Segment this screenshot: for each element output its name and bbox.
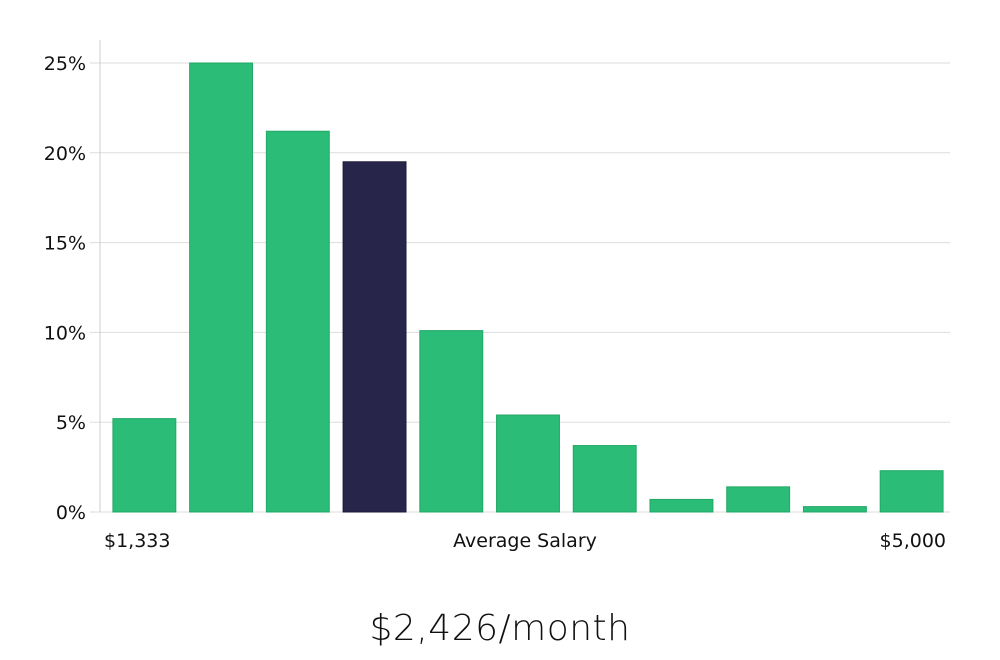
x-axis-start-label: $1,333 <box>104 530 170 552</box>
bar <box>572 445 637 513</box>
bar <box>649 498 714 513</box>
y-tick-label: 25% <box>44 53 86 75</box>
average-salary-value: $2,426/month <box>369 608 631 649</box>
y-tick-label: 5% <box>56 412 86 434</box>
y-tick-label: 0% <box>56 502 86 524</box>
bar <box>802 506 867 513</box>
salary-distribution-chart: 0% 5% 10% 15% 20% 25% $1,333 Average Salary $… <box>44 40 950 552</box>
bar <box>726 486 791 513</box>
y-tick-label: 20% <box>44 143 86 165</box>
bar <box>419 330 484 513</box>
bar <box>496 414 560 513</box>
x-axis-end-label: $5,000 <box>880 530 946 552</box>
bar <box>112 418 177 513</box>
x-axis-title: Average Salary <box>453 530 597 552</box>
bar <box>265 130 330 513</box>
bar <box>879 470 944 513</box>
bars <box>112 62 944 513</box>
y-axis-ticks: 0% 5% 10% 15% 20% 25% <box>44 53 86 524</box>
y-tick-label: 10% <box>44 322 86 344</box>
bar <box>189 62 254 513</box>
y-tick-label: 15% <box>44 233 86 255</box>
bar-highlighted <box>342 161 407 513</box>
